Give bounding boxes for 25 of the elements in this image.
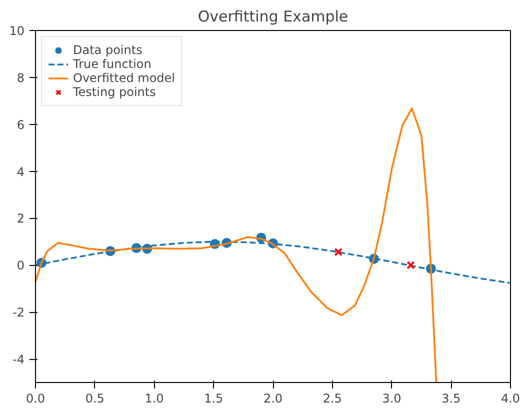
point xyxy=(406,260,415,270)
x-tick-label: 3.0 xyxy=(382,392,402,406)
y-tick-label: 2 xyxy=(16,212,25,226)
y-tick-label: 0 xyxy=(16,258,25,273)
x-tick-label: 2.5 xyxy=(322,392,342,406)
x-tick-label: 1.0 xyxy=(144,392,164,406)
y-tick-label: 6 xyxy=(16,118,25,132)
y-tick-label: 10 xyxy=(9,24,25,38)
y-tick-label: -4 xyxy=(12,352,25,367)
x-tick-label: 0.5 xyxy=(85,392,104,406)
y-tick-label: -2 xyxy=(12,306,25,320)
y-tick-label: 4 xyxy=(16,164,25,179)
x-tick-label: 0.0 xyxy=(26,392,46,406)
legend-label: Data points xyxy=(73,43,142,57)
line-series xyxy=(36,108,438,382)
legend-label: True function xyxy=(73,57,152,71)
x-tick-label: 4.0 xyxy=(500,392,520,406)
legend-label: Testing points xyxy=(73,85,156,99)
chart-title: Overfitting Example xyxy=(198,8,348,26)
point xyxy=(334,248,342,256)
x-tick-label: 1.5 xyxy=(204,392,224,406)
y-tick-label: 8 xyxy=(16,70,25,85)
x-tick-label: 3.5 xyxy=(442,392,461,406)
x-tick-label: 2.0 xyxy=(263,392,283,406)
legend-label: Overfitted model xyxy=(73,71,176,85)
